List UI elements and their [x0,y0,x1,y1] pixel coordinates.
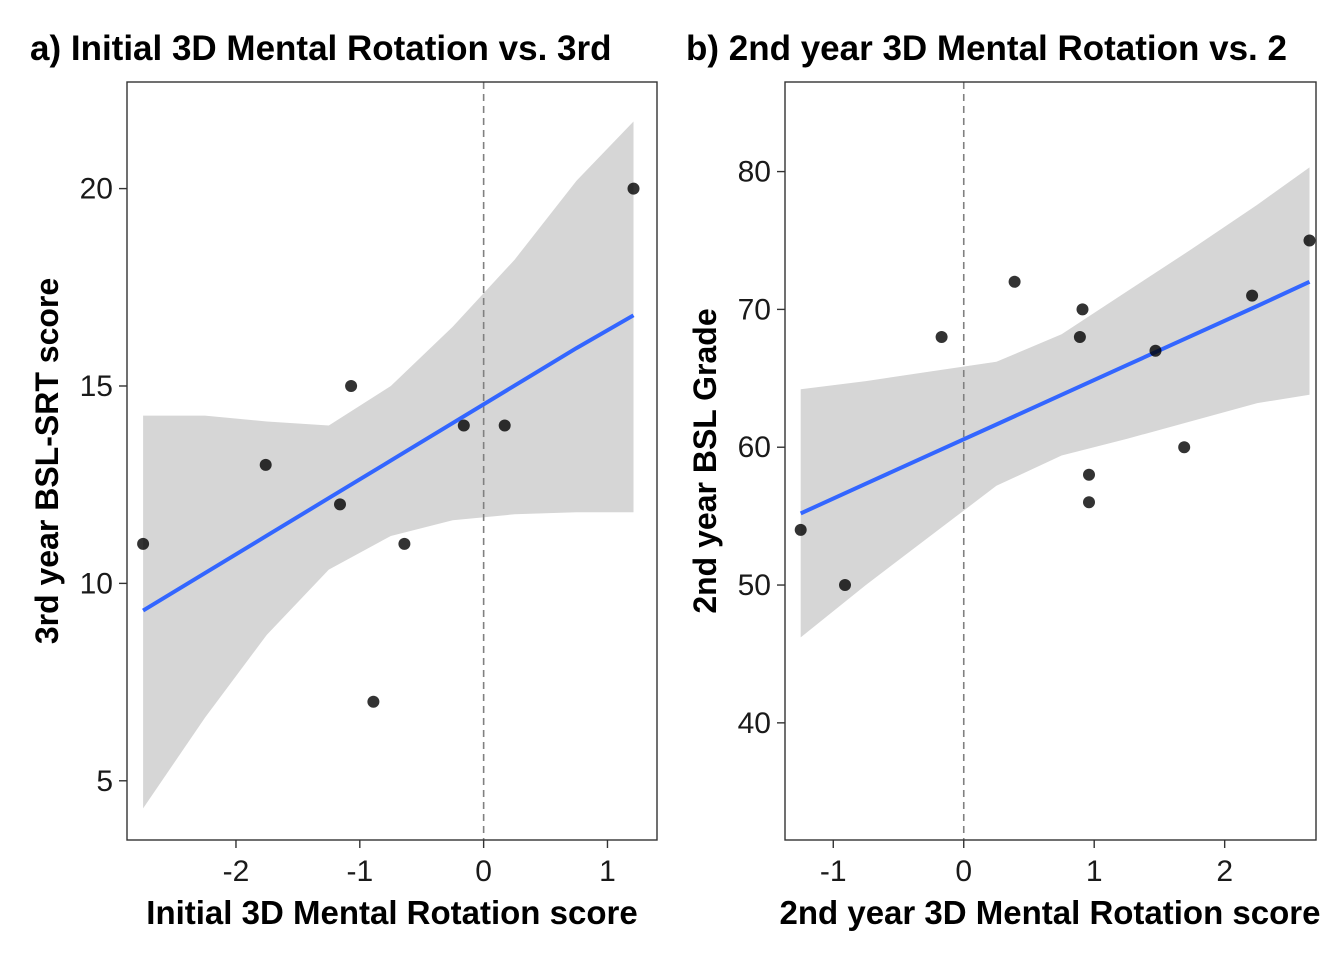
x-tick-label: 0 [475,855,492,888]
data-point [1008,275,1021,288]
data-point [345,380,358,392]
panel-b-y-axis: 40 50 60 70 80 [738,156,785,740]
panel-b-y-label: 2nd year BSL Grade [687,308,723,613]
panel-a-confidence-band [143,121,634,809]
data-point [498,419,511,432]
data-point [1083,468,1095,481]
y-tick-label: 80 [738,156,771,189]
data-point [334,498,346,511]
data-point [367,695,380,708]
x-tick-label: 1 [1086,855,1103,888]
panel-b-x-label: 2nd year 3D Mental Rotation score [780,894,1321,931]
panel-b-frame [784,81,1317,841]
data-point [839,579,851,591]
x-tick-label: 2 [1216,855,1233,888]
panel-a-frame [126,81,658,841]
data-point [259,458,272,471]
x-tick-label: -1 [346,855,373,888]
panel-b-points [794,234,1316,591]
panel-b-title: b) 2nd year 3D Mental Rotation vs. 2 [686,29,1287,68]
panel-a-y-axis: 5 10 15 20 [80,173,127,798]
y-tick-label: 20 [80,173,113,206]
x-tick-label: -2 [223,855,250,888]
data-point [398,537,411,550]
x-tick-label: 0 [955,855,972,888]
y-tick-label: 40 [738,707,771,740]
y-tick-label: 10 [80,567,113,600]
data-point [1246,289,1259,302]
panel-a-y-label: 3rd year BSL-SRT score [29,278,65,644]
panel-a-plot [137,82,640,840]
y-tick-label: 70 [738,293,771,326]
x-tick-label: 1 [599,855,616,888]
data-point [935,331,948,343]
y-tick-label: 5 [96,765,113,798]
panel-a: a) Initial 3D Mental Rotation vs. 3rd -2… [29,29,658,931]
data-point [627,182,640,195]
panel-a-title: a) Initial 3D Mental Rotation vs. 3rd [30,29,611,68]
data-point [137,537,150,550]
data-point [794,523,807,536]
panel-b: b) 2nd year 3D Mental Rotation vs. 2 -1 0… [686,29,1320,931]
panel-b-x-axis: -1 0 1 2 [820,840,1233,888]
data-point [1178,441,1191,454]
panel-b-plot [794,82,1316,840]
data-point [457,419,470,432]
y-tick-label: 50 [738,569,771,602]
data-point [1083,496,1095,509]
y-tick-label: 15 [80,370,113,403]
panel-a-x-label: Initial 3D Mental Rotation score [146,894,637,931]
panel-a-trend-line [142,313,635,613]
panel-b-trend-line [799,279,1311,516]
data-point [1303,234,1316,247]
y-tick-label: 60 [738,431,771,464]
x-tick-label: -1 [820,855,847,888]
data-point [1073,331,1086,343]
panel-a-points [137,182,640,708]
data-point [1149,344,1162,357]
panel-b-confidence-band [800,167,1310,638]
data-point [1076,303,1089,316]
panel-a-x-axis: -2 -1 0 1 [223,840,616,888]
